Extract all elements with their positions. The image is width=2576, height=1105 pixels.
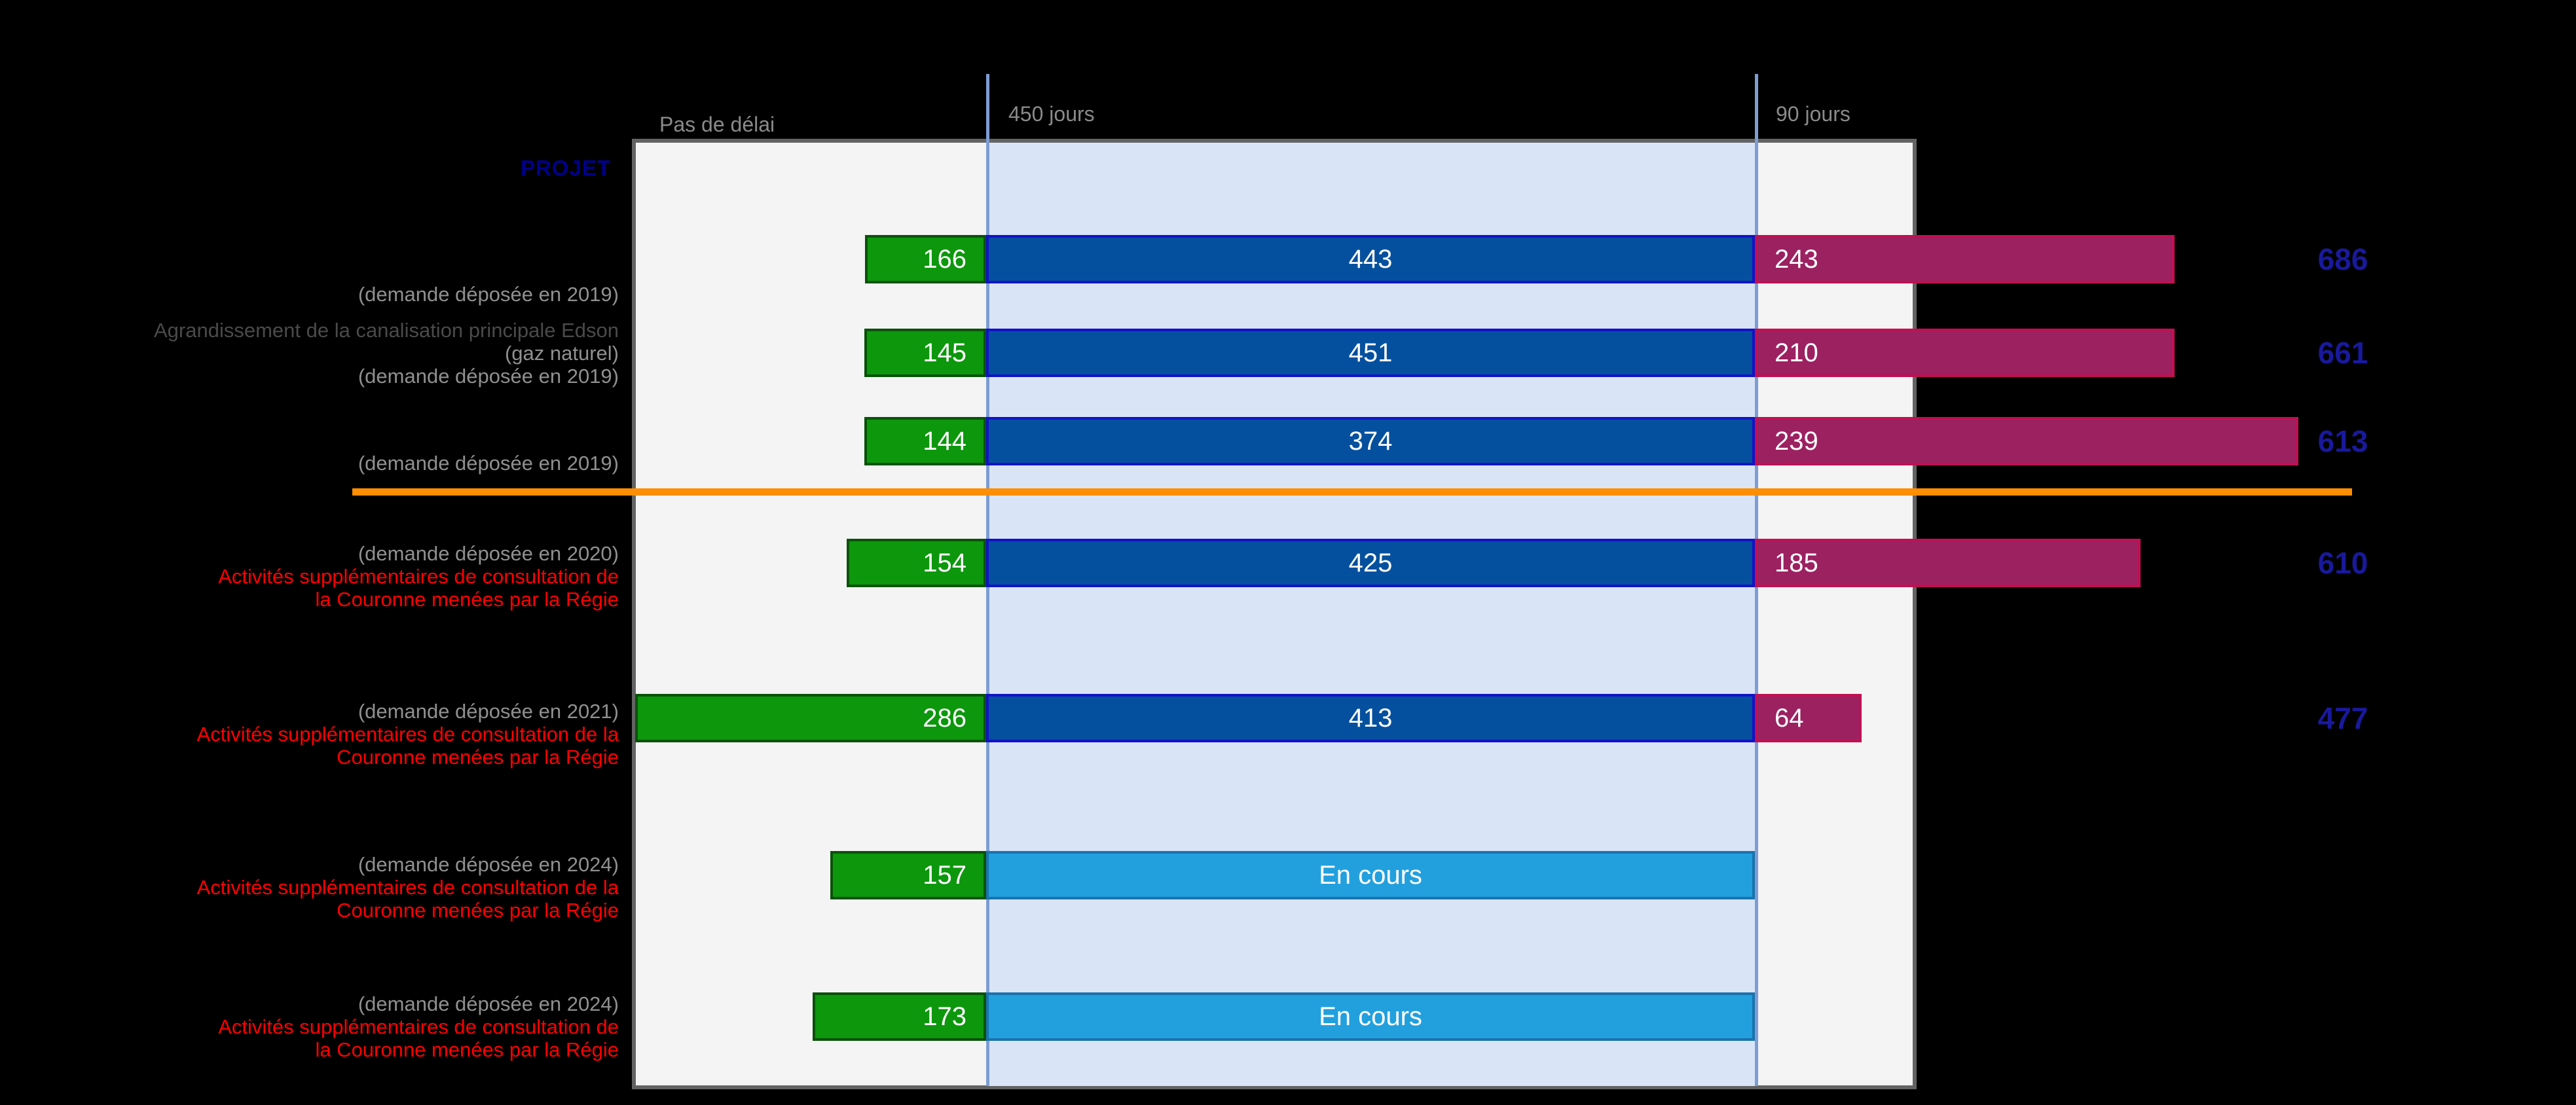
bar-pre-days-row4: 154 bbox=[847, 539, 986, 587]
bar-review-row3: 374 bbox=[986, 417, 1755, 465]
bar-pre-days-row5: 286 bbox=[635, 694, 986, 742]
bar-decision-row5: 64 bbox=[1755, 694, 1862, 742]
project-column-header: PROJET bbox=[520, 156, 611, 180]
orange-divider-line bbox=[352, 488, 2352, 496]
bar-pre-days-row1: 166 bbox=[865, 235, 986, 283]
bar-review-row6: En cours bbox=[986, 851, 1755, 899]
total-days-row2: 661 bbox=[2317, 336, 2368, 370]
row-label-row5-line2: Activités supplémentaires de consultatio… bbox=[196, 723, 619, 746]
row-label-row7-line3: la Couronne menées par la Régie bbox=[315, 1038, 619, 1061]
row-label-row4-line1: (demande déposée en 2020) bbox=[358, 542, 619, 565]
row-label-row6-line2: Activités supplémentaires de consultatio… bbox=[196, 876, 619, 899]
bar-decision-row4: 185 bbox=[1755, 539, 2141, 587]
450-days-band bbox=[986, 143, 1755, 1086]
bar-review-row4: 425 bbox=[986, 539, 1755, 587]
band-label-90-days: 90 jours bbox=[1776, 102, 1850, 126]
row-label-row4-line3: la Couronne menées par la Régie bbox=[315, 588, 619, 611]
bar-review-row7: En cours bbox=[986, 992, 1755, 1041]
row-label-row5-line3: Couronne menées par la Régie bbox=[337, 746, 619, 769]
bar-review-row2: 451 bbox=[986, 329, 1755, 377]
row-label-row2-line1: Agrandissement de la canalisation princi… bbox=[154, 319, 619, 342]
total-days-row4: 610 bbox=[2317, 546, 2368, 580]
bar-pre-days-row7: 173 bbox=[813, 992, 986, 1041]
row-label-row4-line2: Activités supplémentaires de consultatio… bbox=[218, 565, 619, 588]
row-label-row7-line1: (demande déposée en 2024) bbox=[358, 992, 619, 1015]
bar-review-row5: 413 bbox=[986, 694, 1755, 742]
row-label-row6-line1: (demande déposée en 2024) bbox=[358, 853, 619, 876]
band-label-450-days: 450 jours bbox=[1008, 102, 1095, 126]
bar-decision-row1: 243 bbox=[1755, 235, 2175, 283]
total-days-row5: 477 bbox=[2317, 701, 2368, 735]
bar-pre-days-row6: 157 bbox=[830, 851, 986, 899]
row-label-row2-line3: (demande déposée en 2019) bbox=[358, 365, 619, 388]
band-label-no-deadline: Pas de délai bbox=[659, 113, 775, 136]
bar-decision-row2: 210 bbox=[1755, 329, 2175, 377]
row-label-row2-line2: (gaz naturel) bbox=[504, 342, 619, 365]
bar-pre-days-row3: 144 bbox=[864, 417, 986, 465]
total-days-row1: 686 bbox=[2317, 242, 2368, 276]
row-label-row7-line2: Activités supplémentaires de consultatio… bbox=[218, 1015, 619, 1038]
bar-review-row1: 443 bbox=[986, 235, 1755, 283]
total-days-row3: 613 bbox=[2317, 424, 2368, 458]
row-label-row1-line1: (demande déposée en 2019) bbox=[358, 283, 619, 306]
row-label-row5-line1: (demande déposée en 2021) bbox=[358, 700, 619, 723]
bar-pre-days-row2: 145 bbox=[864, 329, 986, 377]
row-label-row3-line1: (demande déposée en 2019) bbox=[358, 452, 619, 475]
row-label-row6-line3: Couronne menées par la Régie bbox=[337, 899, 619, 922]
bar-decision-row3: 239 bbox=[1755, 417, 2298, 465]
